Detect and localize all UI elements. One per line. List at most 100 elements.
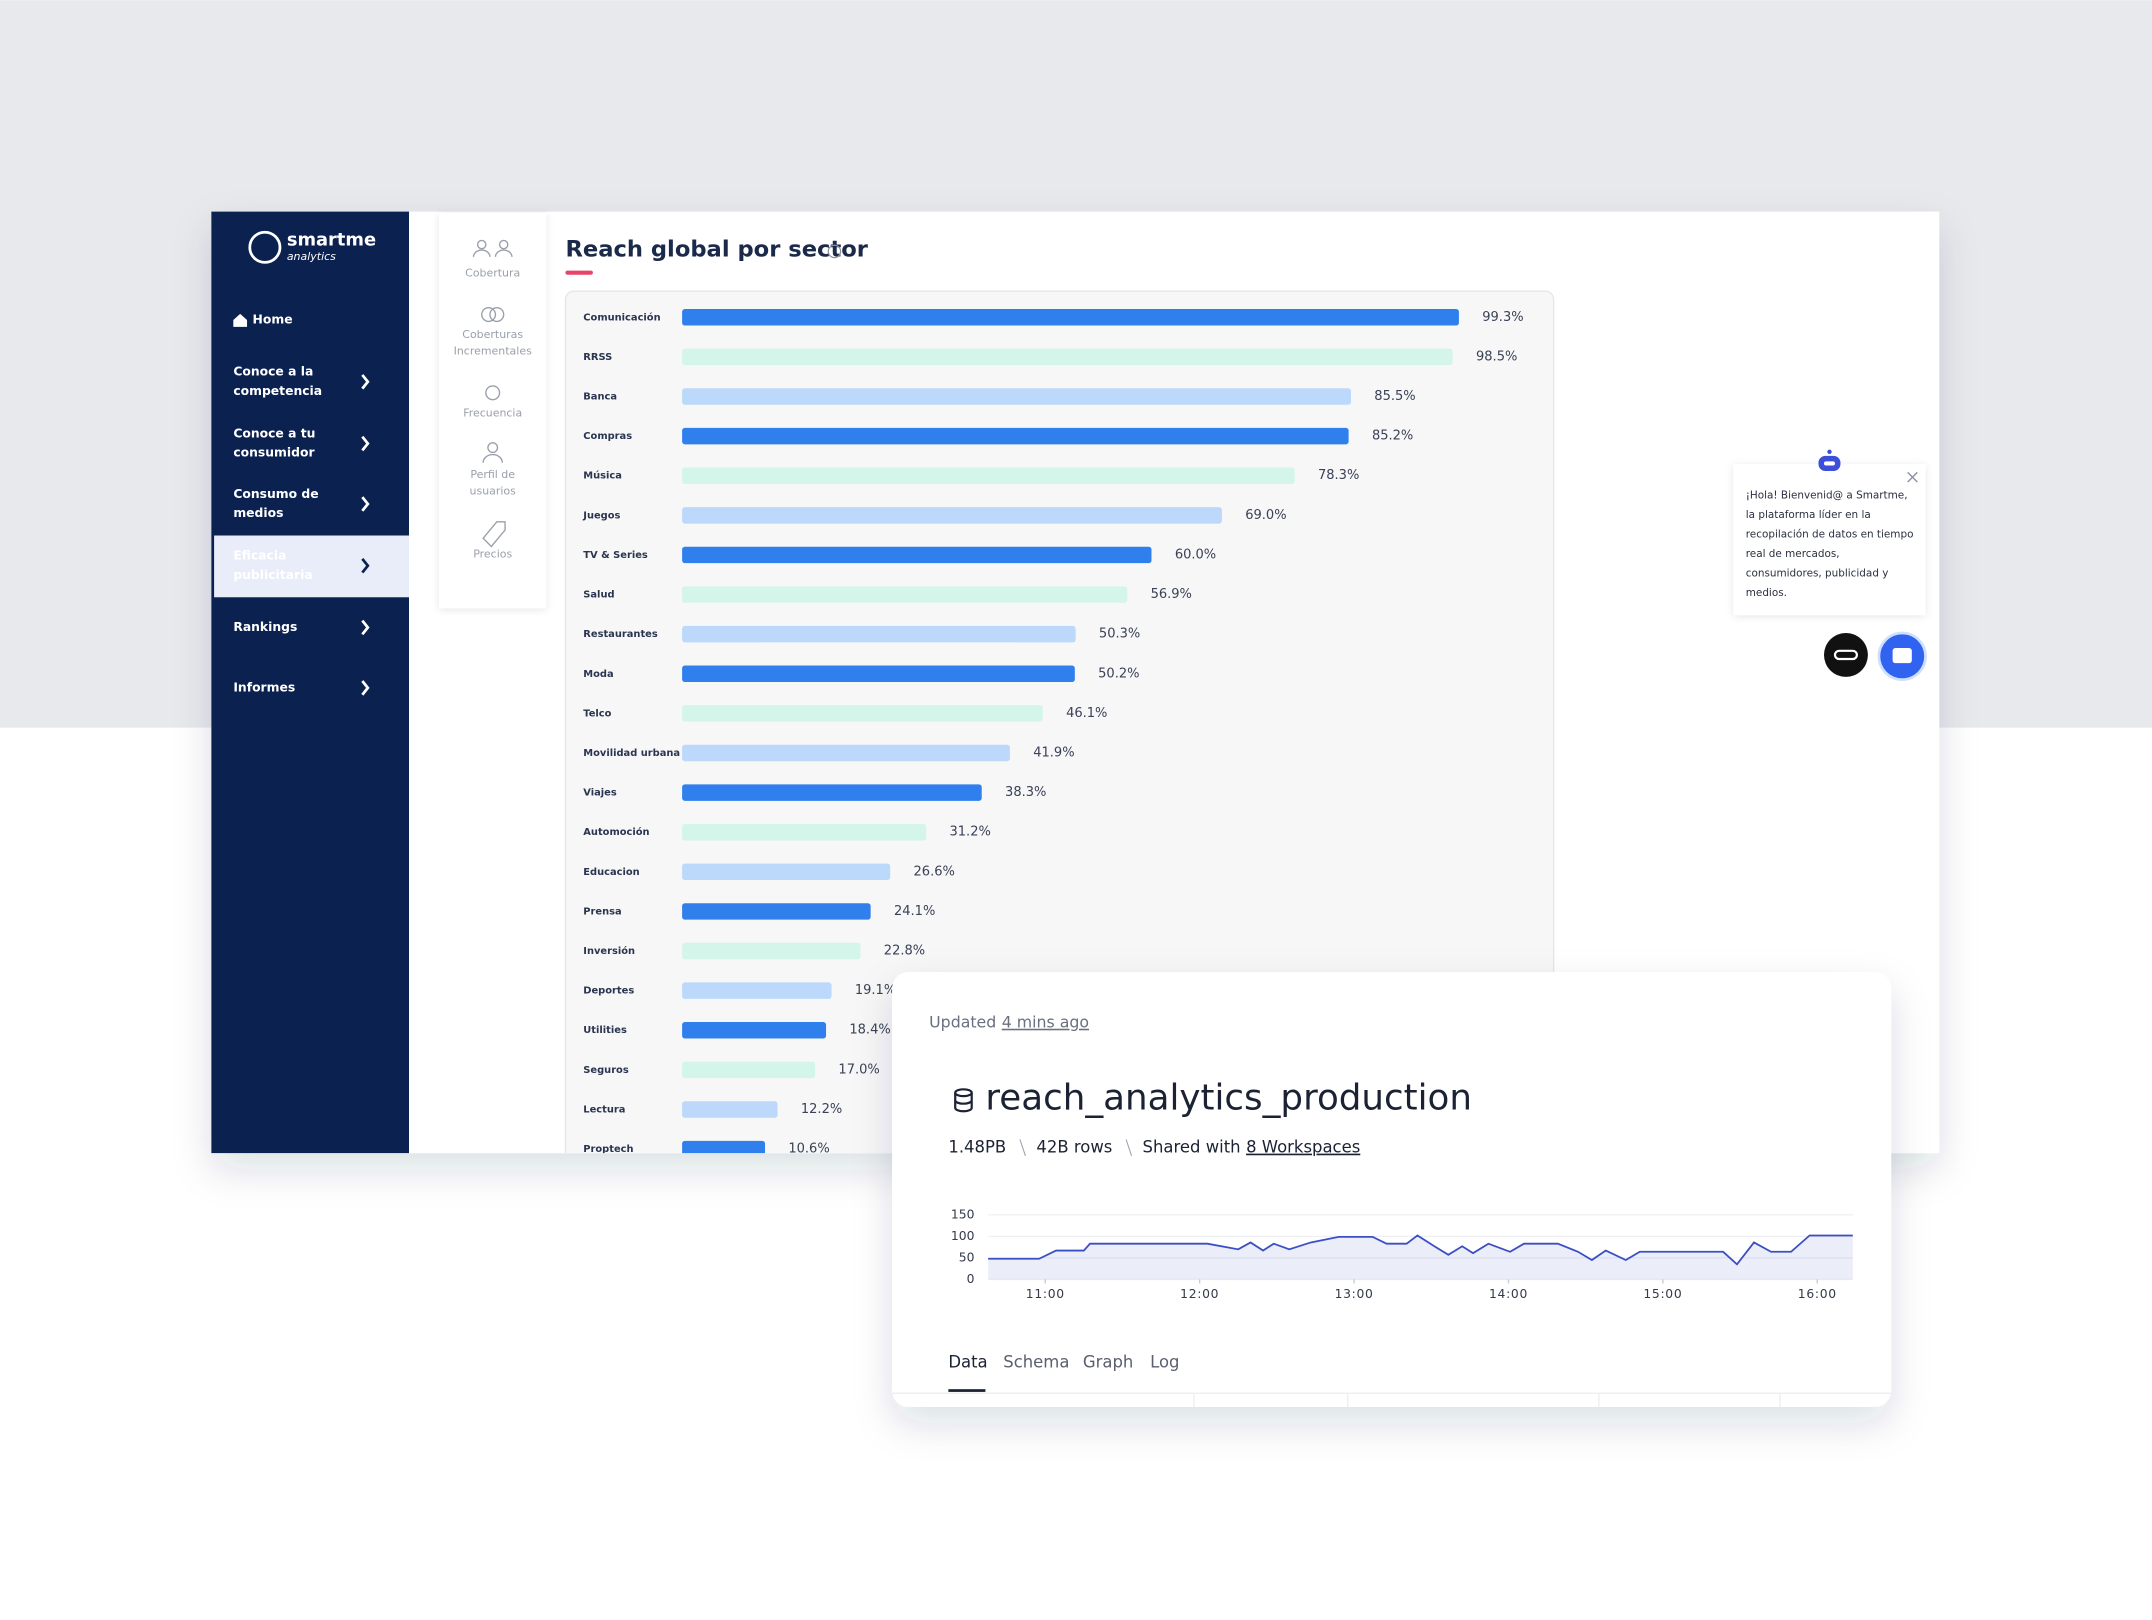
chevron <box>361 374 370 390</box>
nav-item[interactable]: medios <box>233 506 283 520</box>
bar <box>682 467 1295 484</box>
tab-underline <box>948 1389 986 1392</box>
submenu-item[interactable]: Incrementales <box>454 345 532 358</box>
nav-item[interactable]: Rankings <box>233 620 297 634</box>
nav-item[interactable]: Conoce a la <box>233 365 313 379</box>
x-tick-label: 14:00 <box>1489 1287 1528 1301</box>
info-icon <box>827 244 842 259</box>
nav-item[interactable]: competencia <box>233 384 322 398</box>
chevron <box>361 557 370 574</box>
nav-item[interactable]: consumidor <box>233 446 315 460</box>
value-label: 60.0% <box>1175 547 1216 562</box>
category-label: Deportes <box>583 986 634 997</box>
category-label: Moda <box>583 669 613 680</box>
value-label: 18.4% <box>849 1023 890 1038</box>
bar <box>682 546 1152 564</box>
category-label: Juegos <box>582 510 620 521</box>
y-tick-label: 150 <box>951 1207 975 1221</box>
value-label: 98.5% <box>1476 349 1517 364</box>
chevron <box>361 496 370 512</box>
value-label: 24.1% <box>894 904 935 919</box>
bar <box>682 507 1222 524</box>
tab[interactable]: Schema <box>1003 1353 1069 1372</box>
x-tick-label: 16:00 <box>1798 1287 1837 1301</box>
nav-item[interactable]: Eficacia <box>233 549 286 563</box>
category-label: Prensa <box>583 906 621 917</box>
chat-line: consumidores, publicidad y <box>1746 568 1889 580</box>
accessibility-button[interactable] <box>1823 632 1868 677</box>
category-label: Compras <box>583 431 632 442</box>
submenu-item[interactable]: Cobertura <box>465 266 520 279</box>
workspaces-link[interactable]: 8 Workspaces <box>1246 1137 1360 1156</box>
bot-icon <box>1818 449 1841 472</box>
x-tick-label: 11:00 <box>1026 1287 1065 1301</box>
dataset-card <box>892 971 1892 1408</box>
value-label: 22.8% <box>884 944 925 959</box>
category-label: RRSS <box>583 352 612 363</box>
nav-item[interactable]: Home <box>253 313 293 327</box>
updated-link[interactable]: 4 mins ago <box>1002 1012 1089 1031</box>
category-label: Automoción <box>583 826 649 838</box>
value-label: 50.2% <box>1098 666 1139 681</box>
nav-item[interactable]: Consumo de <box>233 487 318 501</box>
logo-sub: analytics <box>287 250 336 263</box>
category-label: Telco <box>583 708 611 719</box>
x-tick-label: 15:00 <box>1643 1287 1682 1301</box>
sidebar <box>211 211 409 1154</box>
table-columns <box>1193 1393 1781 1408</box>
bar <box>682 586 1128 603</box>
category-label: Movilidad urbana <box>583 748 680 759</box>
submenu-item[interactable]: usuarios <box>470 485 517 498</box>
nav-item[interactable]: Informes <box>233 680 295 694</box>
bar <box>682 903 871 920</box>
nav-item[interactable]: Conoce a tu <box>233 426 315 440</box>
submenu <box>439 212 547 609</box>
bar <box>682 705 1043 722</box>
line <box>988 1234 1853 1266</box>
dataset-stats: 1.48PB 42B rows Shared with 8 Workspaces <box>948 1137 1360 1156</box>
bar <box>682 1101 778 1118</box>
bar <box>682 427 1349 445</box>
value-label: 38.3% <box>1005 785 1046 800</box>
submenu-item[interactable]: Frecuencia <box>463 406 522 419</box>
separator <box>1125 1139 1133 1157</box>
bar <box>682 309 1459 326</box>
chart-title: Reach global por sector <box>565 237 868 263</box>
y-tick-label: 50 <box>959 1250 975 1264</box>
tab[interactable]: Data <box>948 1353 987 1372</box>
value-label: 26.6% <box>914 864 955 879</box>
value-label: 10.6% <box>788 1142 829 1157</box>
submenu-item[interactable]: Coberturas <box>462 328 523 341</box>
tab[interactable]: Log <box>1150 1353 1179 1372</box>
bar <box>682 348 1453 366</box>
category-label: Restaurantes <box>583 629 658 640</box>
value-label: 78.3% <box>1318 468 1359 483</box>
bar <box>682 1140 766 1154</box>
value-label: 85.2% <box>1372 429 1413 444</box>
value-label: 17.0% <box>838 1062 879 1077</box>
chat-line: ¡Hola! Bienvenid@ a Smartme, <box>1746 490 1908 502</box>
category-label: Salud <box>583 590 614 601</box>
tab[interactable]: Graph <box>1083 1353 1133 1372</box>
chat-line: la plataforma líder en la <box>1746 509 1871 521</box>
submenu-item[interactable]: Precios <box>473 548 512 561</box>
home-icon <box>233 313 248 327</box>
category-label: Seguros <box>583 1065 629 1076</box>
value-label: 41.9% <box>1033 745 1074 760</box>
bar <box>682 823 927 841</box>
submenu-icons <box>472 239 513 548</box>
category-label: Educacion <box>583 867 639 878</box>
close-icon[interactable] <box>1907 471 1918 483</box>
nav-item[interactable]: publicitaria <box>233 568 312 582</box>
submenu-item[interactable]: Perfil de <box>470 468 515 481</box>
category-label: Banca <box>583 392 617 403</box>
updated: Updated 4 mins ago <box>929 1012 1089 1031</box>
chat-bubble <box>1733 464 1926 616</box>
value-label: 46.1% <box>1066 706 1107 721</box>
accessibility-icon <box>1833 649 1859 661</box>
bar <box>682 625 1076 643</box>
category-label: Viajes <box>583 788 617 799</box>
chat-icon <box>1892 648 1912 664</box>
chat-line: real de mercados, <box>1746 548 1840 560</box>
